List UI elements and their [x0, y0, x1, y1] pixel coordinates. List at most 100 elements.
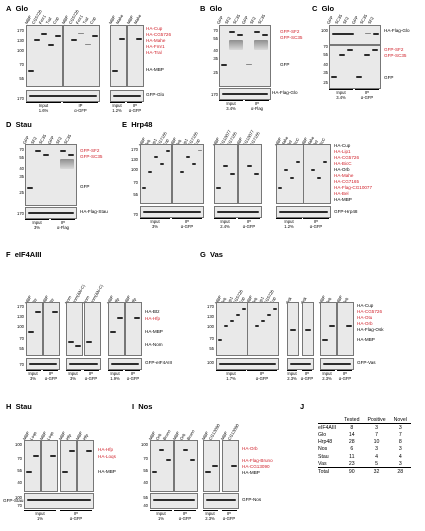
western-blot	[25, 144, 77, 206]
mw-marker: 40	[143, 503, 148, 508]
western-blot	[320, 358, 354, 370]
band-label: HA-Orb	[334, 167, 350, 172]
row-label: Vas	[318, 460, 327, 467]
lane-label: Mahe	[132, 13, 143, 25]
mw-marker: 55	[17, 468, 22, 473]
lane-group-label: IP α-GFP	[180, 219, 194, 229]
mw-marker: 25	[323, 80, 328, 85]
lane-group-label: Input 3%	[28, 371, 38, 381]
table-cell: 3	[398, 424, 402, 431]
band-label: GFP	[80, 184, 90, 189]
lane-group-label: Input 1.2%	[112, 103, 122, 113]
western-blot	[84, 302, 101, 356]
western-blot	[125, 302, 142, 356]
band-label: HA-CG5726	[357, 309, 383, 314]
western-blot	[287, 358, 314, 370]
mw-marker: 170	[207, 304, 214, 309]
lane-group-label: IP α-Flag	[57, 220, 69, 230]
band-label: HA-Mahe	[334, 173, 354, 178]
mw-marker: 100	[17, 48, 24, 53]
western-blot	[77, 440, 94, 492]
row-label: Glo	[318, 431, 327, 438]
mw-marker: 70	[213, 28, 218, 33]
western-blot	[203, 493, 239, 509]
mw-marker: 170	[17, 304, 24, 309]
table-cell: 7	[398, 431, 402, 438]
mw-marker: 55	[19, 155, 24, 160]
mw-marker: 40	[17, 480, 22, 485]
panel-letter: B	[200, 4, 206, 13]
table-row: Nos 6 3 3	[318, 446, 411, 453]
panel-letter: J	[300, 402, 305, 411]
band-label: HA-Bel	[334, 191, 349, 196]
mw-marker: 70	[19, 362, 24, 367]
western-blot	[320, 302, 337, 356]
mw-marker: 130	[131, 157, 138, 162]
table-cell: 28	[389, 467, 411, 476]
lane-label: SC35	[358, 13, 369, 25]
panel-letter: A	[6, 4, 12, 13]
mw-marker: 100	[15, 495, 22, 500]
lane-label: GFP	[325, 15, 335, 25]
western-blot	[337, 302, 354, 356]
lane-group-label: IP α-GFP	[300, 371, 314, 381]
band-label: GFP-SC35	[280, 35, 303, 40]
western-blot	[108, 358, 142, 370]
band-label: HA-CG5726	[146, 32, 172, 37]
band-label: HA-Lip1	[334, 149, 351, 154]
table-cell: 3	[375, 424, 378, 431]
band-label: HA-Flag-Glo	[384, 28, 410, 33]
band-label: GFP-Nos	[242, 497, 262, 502]
table-cell: 90	[340, 467, 364, 476]
lane-group-label: Input 1.9%	[110, 371, 120, 381]
western-blot	[222, 440, 239, 492]
band-label: HA-Hfp	[98, 447, 114, 452]
panel-title: Glo	[15, 4, 29, 13]
band-label: HA-MBP	[146, 67, 164, 72]
mw-marker: 70	[17, 503, 22, 508]
table-cell: 3	[375, 446, 378, 453]
lane-group-label: IP α-GFP	[360, 90, 374, 100]
table-cell: 6	[350, 446, 354, 453]
table-total-row: Total 90 32 28	[318, 467, 411, 476]
table-row: Hrp48 28 10 8	[318, 439, 411, 446]
lane-group-label: Input 1%	[156, 511, 166, 521]
western-blot	[63, 25, 100, 87]
western-blot	[26, 302, 43, 356]
panel-letter: D	[6, 120, 12, 129]
western-blot	[110, 90, 144, 102]
mw-marker: 100	[207, 360, 214, 365]
lane-group-label: IP α-GFP	[128, 103, 142, 113]
band-label: GFP-Stau	[3, 498, 24, 503]
band-label: HA-Orb	[357, 321, 373, 326]
table-row: Vas 23 5 3	[318, 460, 411, 468]
lane-group-label: IP α-GFP	[255, 371, 269, 381]
table-cell: 8	[398, 439, 402, 446]
table-cell: 14	[348, 431, 355, 438]
band-label: HA-Flag-Stau	[80, 209, 108, 214]
lane-group-label: IP α-GFP	[309, 219, 323, 229]
western-blot	[108, 302, 125, 356]
western-blot	[110, 25, 127, 87]
band-label: HA-Cup	[357, 303, 374, 308]
row-label: Hrp48	[318, 439, 333, 446]
western-blot	[66, 358, 101, 370]
mw-marker: 100	[207, 324, 214, 329]
lane-label: Cup	[88, 15, 97, 25]
western-blot	[172, 144, 204, 204]
mw-marker: 25	[19, 190, 24, 195]
western-blot	[329, 45, 381, 89]
mw-marker: 55	[133, 192, 138, 197]
lane-group-label: Input 3%	[32, 220, 42, 230]
western-blot	[150, 440, 174, 492]
western-blot	[219, 88, 271, 100]
table-cell: 11	[349, 453, 355, 460]
band-label: HA-Flag-Glo	[272, 90, 298, 95]
mw-marker: 55	[143, 468, 148, 473]
western-blot	[276, 144, 304, 204]
lane-group-label: Input 3.4%	[336, 90, 346, 100]
mw-marker: 70	[323, 44, 328, 49]
table-cell: 3	[398, 460, 402, 467]
western-blot	[276, 206, 331, 218]
lane-group-label: IP α-GFP	[338, 371, 352, 381]
